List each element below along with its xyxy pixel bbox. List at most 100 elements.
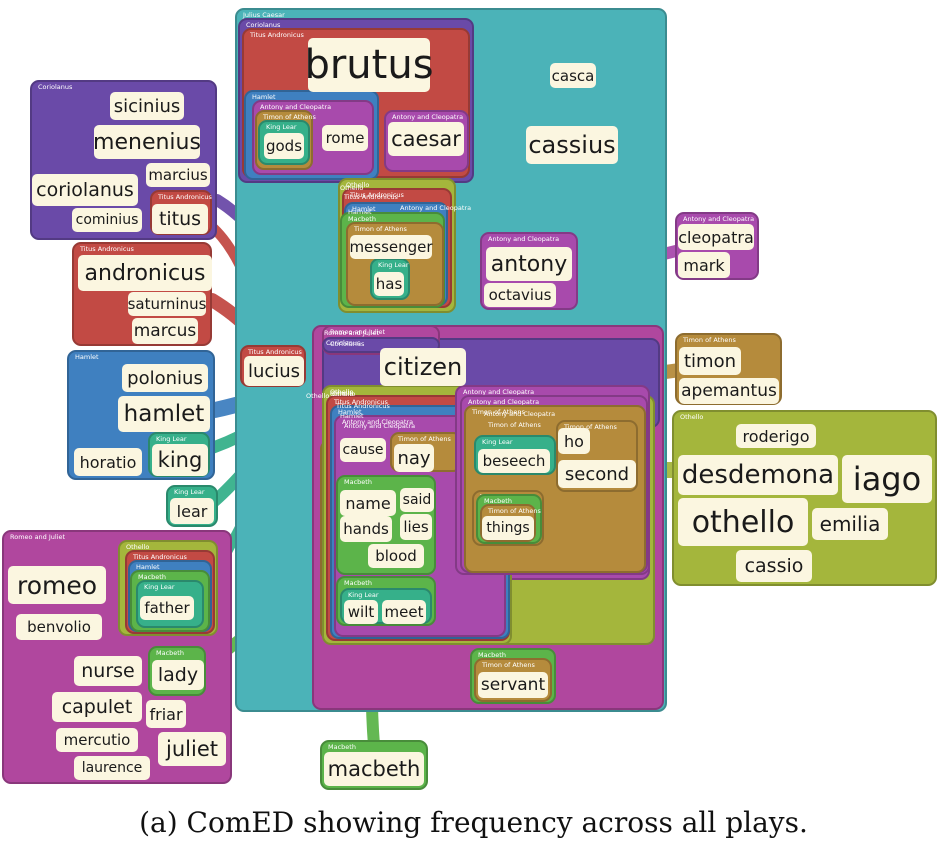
word-iago: iago <box>842 455 932 503</box>
floating-group-label: Titus Andronicus <box>336 402 390 410</box>
word-messenger: messenger <box>349 235 433 259</box>
floating-group-label: Othello <box>332 390 356 398</box>
word-desdemona: desdemona <box>678 455 838 495</box>
word-mark: mark <box>678 252 730 278</box>
word-casca: casca <box>550 63 596 88</box>
word-marcus: marcus <box>132 318 198 344</box>
word-ho: ho <box>558 428 590 454</box>
word-romeo: romeo <box>8 566 106 604</box>
word-cominius: cominius <box>72 208 142 232</box>
group-label: Timon of Athens <box>482 661 535 669</box>
word-brutus: brutus <box>304 38 434 92</box>
floating-group-label: Hamlet <box>348 208 372 216</box>
floating-group-label: Titus Andronicus <box>344 193 398 201</box>
word-said: said <box>400 488 434 512</box>
group-label: Titus Andronicus <box>158 193 212 201</box>
group-label: Hamlet <box>75 353 99 361</box>
group-label: King Lear <box>144 583 175 591</box>
floating-group-label: Coriolanus <box>326 339 361 347</box>
group-label: Othello <box>680 413 704 421</box>
group-label: Macbeth <box>156 649 184 657</box>
word-marcius: marcius <box>146 163 210 187</box>
group-label: Hamlet <box>338 408 362 416</box>
group-label: Hamlet <box>252 93 276 101</box>
floating-group-label: Timon of Athens <box>488 421 541 429</box>
word-things: things <box>482 516 534 540</box>
group-label: King Lear <box>174 488 205 496</box>
word-name: name <box>340 490 396 516</box>
group-label: Timon of Athens <box>472 408 525 416</box>
group-label: Othello <box>126 543 150 551</box>
word-coriolanus: coriolanus <box>32 174 138 206</box>
word-wilt: wilt <box>344 600 378 624</box>
floating-group-label: Romeo and Juliet <box>324 329 380 337</box>
group-label: King Lear <box>348 591 379 599</box>
group-label: Timon of Athens <box>488 507 541 515</box>
group-label: Hamlet <box>352 205 376 213</box>
group-label: Hamlet <box>136 563 160 571</box>
group-label: Antony and Cleopatra <box>342 418 414 426</box>
group-label: Macbeth <box>328 743 356 751</box>
group-label: Macbeth <box>138 573 166 581</box>
group-label: Timon of Athens <box>354 225 407 233</box>
group-label: King Lear <box>266 123 297 131</box>
group-label: Antony and Cleopatra <box>468 398 540 406</box>
word-caesar: caesar <box>388 122 464 156</box>
group-label: Romeo and Juliet <box>10 533 66 541</box>
word-citizen: citizen <box>380 348 466 386</box>
word-cause: cause <box>340 438 386 462</box>
word-lady: lady <box>152 660 204 690</box>
floating-group-label: Antony and Cleopatra <box>344 422 416 430</box>
group-label: Titus Andronicus <box>133 553 187 561</box>
group-label: Macbeth <box>344 579 372 587</box>
word-servant: servant <box>478 672 548 698</box>
word-capulet: capulet <box>52 692 142 722</box>
word-blood: blood <box>368 544 424 568</box>
word-saturninus: saturninus <box>128 292 206 316</box>
word-roderigo: roderigo <box>736 424 816 448</box>
word-benvolio: benvolio <box>16 614 102 640</box>
word-has: has <box>374 272 404 296</box>
group-label: Antony and Cleopatra <box>260 103 332 111</box>
group-label: Timon of Athens <box>398 435 451 443</box>
group-label: Timon of Athens <box>263 113 316 121</box>
floating-group-label: Othello <box>330 390 354 398</box>
word-macbeth: macbeth <box>324 752 424 786</box>
word-antony: antony <box>486 247 572 281</box>
word-polonius: polonius <box>122 364 208 392</box>
floating-group-label: Othello <box>306 392 330 400</box>
word-apemantus: apemantus <box>679 378 779 404</box>
word-cleopatra: cleopatra <box>678 224 754 250</box>
word-king: king <box>152 444 208 476</box>
word-hamlet: hamlet <box>118 396 210 432</box>
figure-caption: (a) ComED showing frequency across all p… <box>139 806 808 839</box>
group-label: Othello <box>346 181 370 189</box>
group-label: Macbeth <box>344 478 372 486</box>
group-label: Macbeth <box>484 497 512 505</box>
group-label: Timon of Athens <box>683 336 736 344</box>
word-laurence: laurence <box>74 756 150 780</box>
group-label: Coriolanus <box>246 21 281 29</box>
group-label: Julius Caesar <box>243 11 285 19</box>
word-horatio: horatio <box>74 448 142 476</box>
group-label: Titus Andronicus <box>80 245 134 253</box>
word-emilia: emilia <box>812 508 888 540</box>
group-label: Coriolanus <box>38 83 73 91</box>
group-label: Timon of Athens <box>564 423 617 431</box>
group-label: Othello <box>330 388 354 396</box>
group-label: Coriolanus <box>330 340 365 348</box>
word-father: father <box>140 596 194 620</box>
word-mercutio: mercutio <box>56 728 138 752</box>
group-label: Antony and Cleopatra <box>463 388 535 396</box>
word-meet: meet <box>382 600 426 624</box>
group-label: Antony and Cleopatra <box>488 235 560 243</box>
group-label: King Lear <box>482 438 513 446</box>
floating-group-label: Antony and Cleopatra <box>400 204 472 212</box>
floating-group-label: Antony and Cleopatra <box>484 410 556 418</box>
word-hands: hands <box>340 516 392 542</box>
word-sicinius: sicinius <box>110 92 184 120</box>
word-octavius: octavius <box>484 283 556 307</box>
word-second: second <box>558 460 636 488</box>
group-label: Titus Andronicus <box>248 348 302 356</box>
